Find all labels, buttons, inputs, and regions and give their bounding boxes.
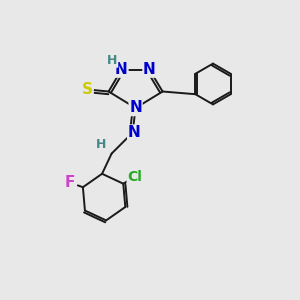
Text: N: N [128, 125, 140, 140]
Text: N: N [129, 100, 142, 116]
Text: F: F [65, 175, 76, 190]
Text: S: S [82, 82, 93, 98]
Text: N: N [143, 62, 156, 77]
Text: H: H [107, 54, 118, 67]
Text: Cl: Cl [127, 170, 142, 184]
Text: N: N [115, 62, 128, 77]
Text: H: H [96, 138, 106, 151]
